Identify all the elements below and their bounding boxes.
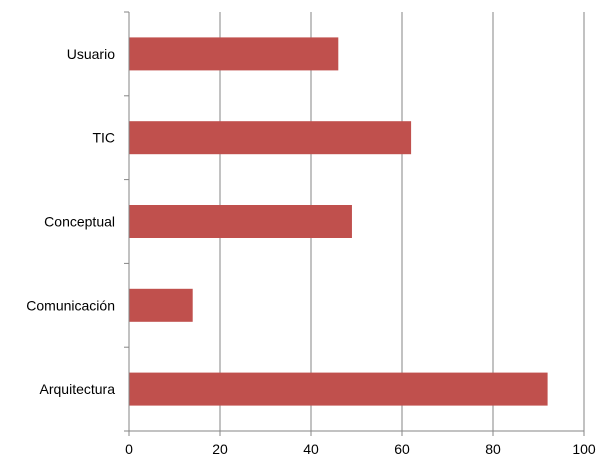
category-label: TIC (92, 130, 115, 146)
axes (124, 11, 585, 436)
x-tick-labels: 0 20 40 60 80 100 (125, 441, 596, 457)
bar (129, 37, 339, 71)
x-tick-label: 60 (394, 441, 410, 457)
x-tick-label: 40 (303, 441, 319, 457)
gridlines (219, 12, 585, 431)
bar (129, 205, 352, 238)
x-tick-label: 0 (125, 441, 133, 457)
category-label: Comunicación (26, 297, 115, 313)
category-labels: Usuario TIC Conceptual Comunicación Arquitec… (26, 46, 115, 397)
bar (129, 372, 548, 406)
bar (129, 288, 193, 322)
category-label: Usuario (67, 46, 115, 62)
category-label: Arquitectura (40, 381, 116, 397)
x-tick-label: 80 (485, 441, 501, 457)
x-tick-label: 20 (212, 441, 228, 457)
bars (129, 37, 548, 406)
x-tick-label: 100 (572, 441, 596, 457)
category-label: Conceptual (44, 214, 115, 230)
bar (129, 121, 412, 155)
